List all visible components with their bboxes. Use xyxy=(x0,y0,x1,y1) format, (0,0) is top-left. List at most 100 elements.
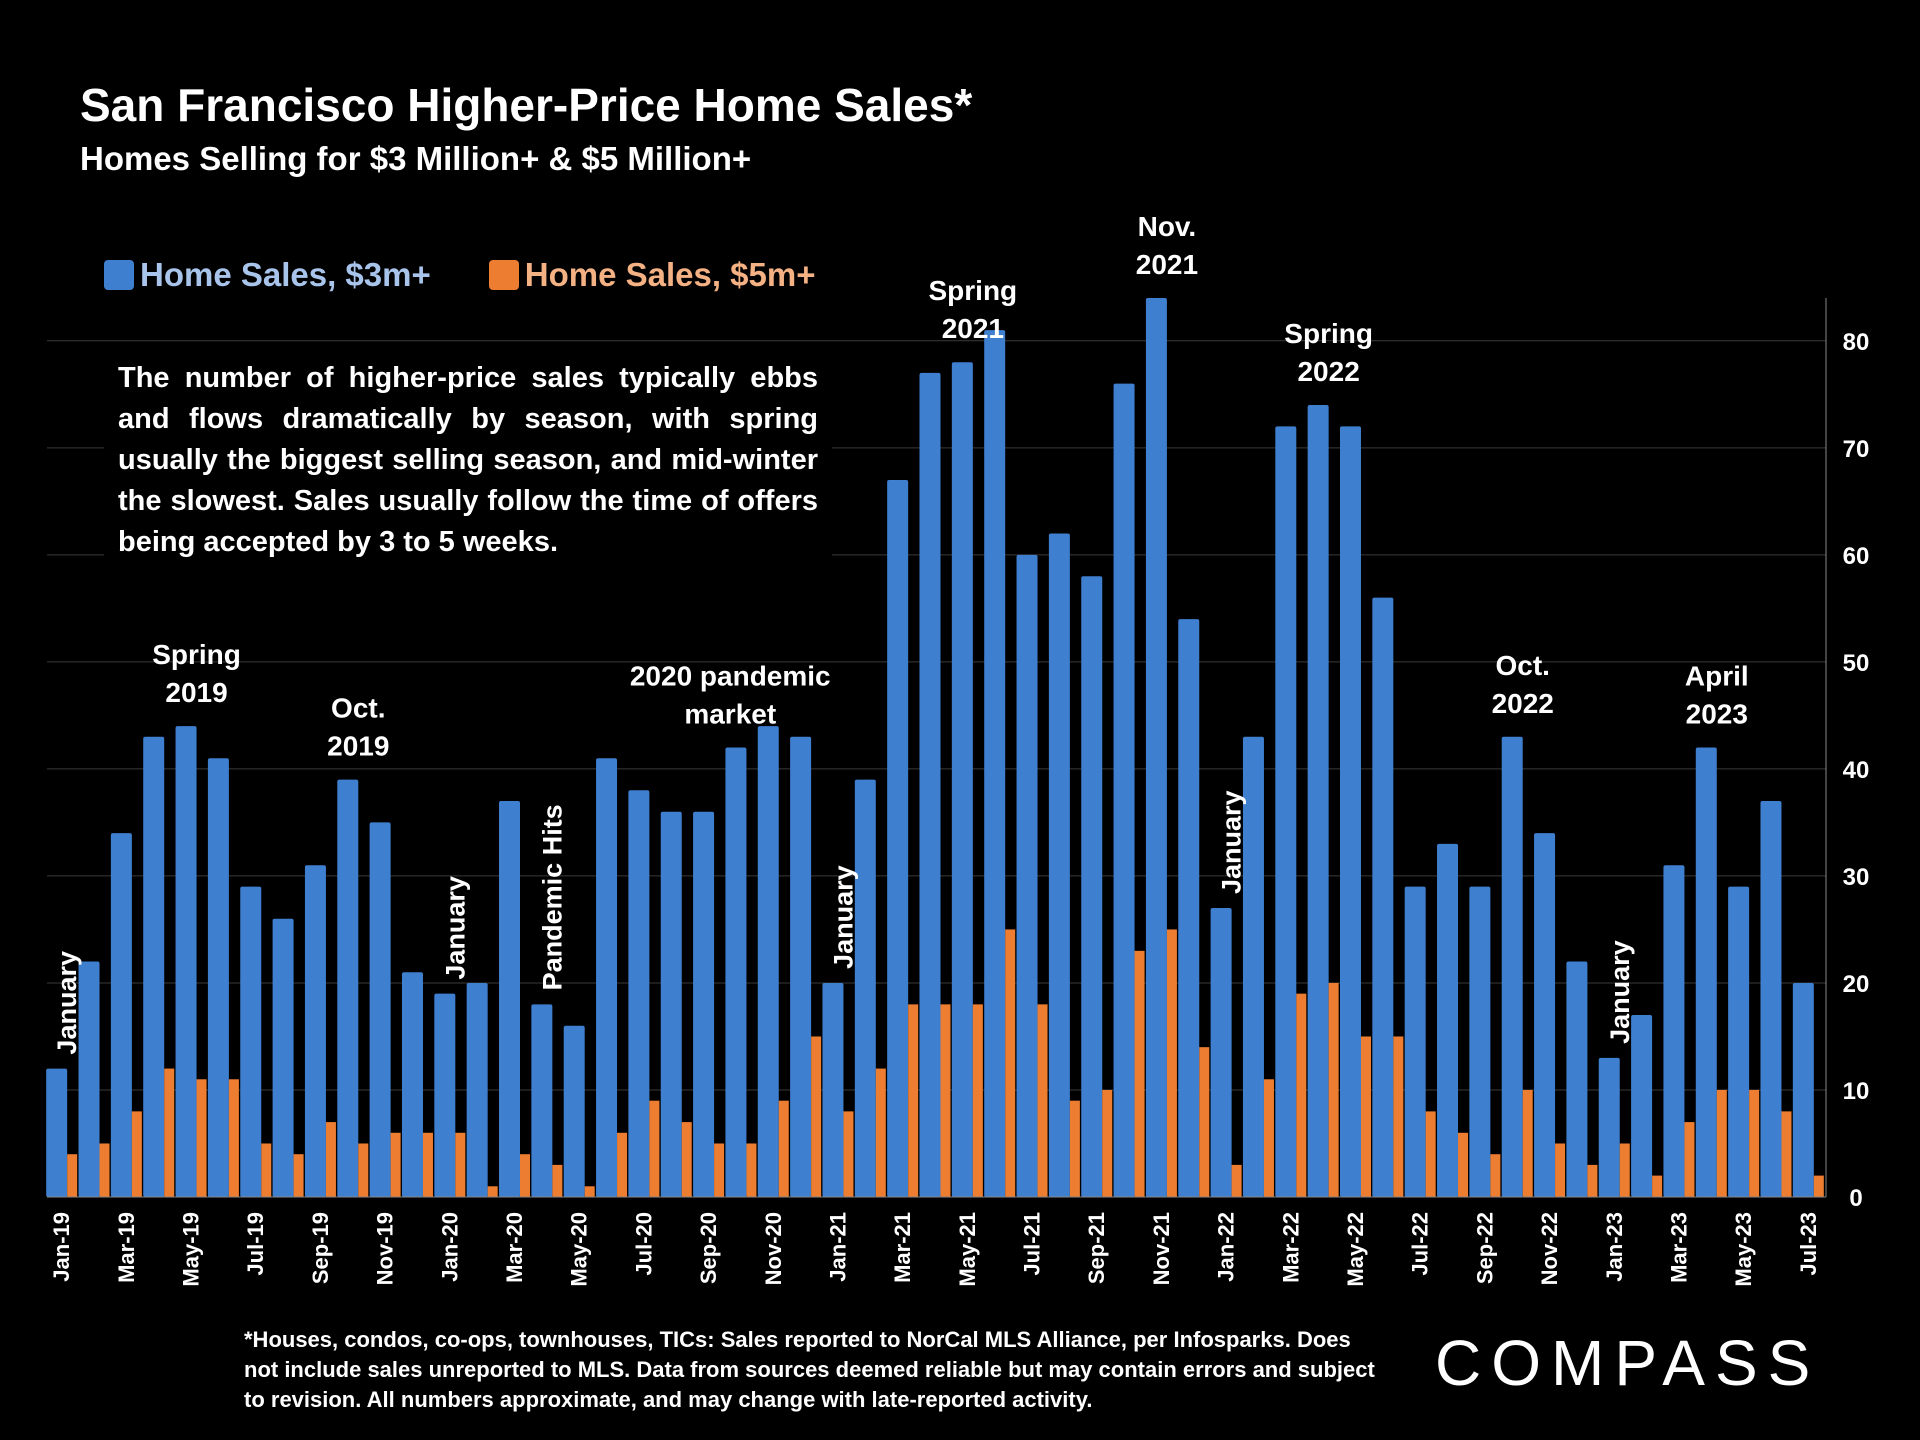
x-tick-label: Jul-19 xyxy=(243,1212,268,1276)
bar-3m xyxy=(1210,908,1232,1197)
bar-5m xyxy=(1263,1079,1274,1197)
bar-5m xyxy=(908,1004,919,1197)
bar-3m xyxy=(854,779,876,1197)
bar-5m xyxy=(1199,1047,1210,1197)
bar-3m xyxy=(1598,1057,1620,1197)
bar-5m xyxy=(1166,929,1177,1197)
legend-label-5m: Home Sales, $5m+ xyxy=(524,256,816,293)
annotation-label: Oct. xyxy=(331,693,385,724)
bar-3m xyxy=(531,1004,553,1197)
x-tick-label: Nov-20 xyxy=(761,1212,786,1285)
x-tick-label: Sep-20 xyxy=(696,1212,721,1284)
bar-3m xyxy=(1016,554,1038,1197)
bar-5m xyxy=(552,1164,563,1197)
bar-3m xyxy=(822,982,844,1197)
bar-3m xyxy=(143,736,165,1197)
x-tick-label: Mar-22 xyxy=(1278,1212,1303,1283)
legend-swatch-3m xyxy=(104,260,134,290)
bar-5m xyxy=(164,1068,175,1197)
x-tick-label: Jan-21 xyxy=(825,1212,850,1282)
explanatory-note: The number of higher-price sales typical… xyxy=(104,352,832,569)
bar-5m xyxy=(390,1132,401,1197)
y-tick-label: 60 xyxy=(1843,543,1870,570)
y-tick-label: 10 xyxy=(1843,1078,1870,1105)
bars xyxy=(46,298,1824,1198)
bar-5m xyxy=(196,1079,207,1197)
legend-label-3m: Home Sales, $3m+ xyxy=(140,256,431,293)
bar-3m xyxy=(725,747,747,1197)
annotation-label: Spring xyxy=(152,639,241,670)
bar-3m xyxy=(1242,736,1264,1197)
bar-5m xyxy=(455,1132,466,1197)
bar-5m xyxy=(1069,1100,1080,1197)
bar-3m xyxy=(78,961,100,1197)
annotation-label: Oct. xyxy=(1495,650,1549,681)
x-axis: Jan-19 Mar-19 May-19 Jul-19 Sep-19 Nov-19 Jan-… xyxy=(47,1196,1826,1287)
annotation-label: January xyxy=(52,951,82,1055)
x-tick-label: Nov-21 xyxy=(1149,1212,1174,1285)
bar-3m xyxy=(434,993,456,1197)
bar-5m xyxy=(1781,1111,1792,1197)
annotation-label: Spring xyxy=(1284,318,1373,349)
bar-3m xyxy=(596,758,618,1197)
legend-swatch-5m xyxy=(488,260,519,290)
bar-3m xyxy=(1534,833,1556,1197)
bar-5m xyxy=(714,1143,725,1197)
bar-3m xyxy=(919,372,941,1198)
bar-5m xyxy=(1587,1164,1598,1197)
bar-3m xyxy=(240,886,262,1197)
bar-3m xyxy=(1728,886,1750,1197)
annotation-label: 2020 pandemic xyxy=(630,661,831,692)
bar-3m xyxy=(1339,426,1361,1197)
bar-3m xyxy=(337,779,359,1197)
x-tick-label: Mar-21 xyxy=(890,1212,915,1283)
chart-subtitle: Homes Selling for $3 Million+ & $5 Milli… xyxy=(80,140,752,177)
bar-5m xyxy=(422,1132,433,1197)
bar-3m xyxy=(1695,747,1717,1197)
x-tick-label: Mar-19 xyxy=(114,1212,139,1283)
bar-5m xyxy=(293,1154,304,1197)
bar-3m xyxy=(984,330,1006,1197)
annotation-label: April xyxy=(1685,661,1749,692)
annotation-label: 2019 xyxy=(327,731,389,762)
bar-5m xyxy=(875,1068,886,1197)
bar-3m xyxy=(887,479,909,1197)
x-tick-label: Mar-23 xyxy=(1666,1212,1691,1283)
bar-5m xyxy=(1749,1089,1760,1197)
bar-5m xyxy=(1522,1089,1533,1197)
bar-3m xyxy=(1469,886,1491,1197)
bar-3m xyxy=(1760,801,1782,1197)
footnote: *Houses, condos, co-ops, townhouses, TIC… xyxy=(244,1327,1375,1412)
bar-5m xyxy=(1134,950,1145,1197)
bar-3m xyxy=(1145,298,1167,1197)
bar-5m xyxy=(1296,993,1307,1197)
bar-3m xyxy=(46,1068,68,1197)
bar-3m xyxy=(110,833,132,1197)
annotation-label: 2021 xyxy=(1136,249,1198,280)
bar-5m xyxy=(681,1122,692,1197)
x-tick-label: Nov-19 xyxy=(373,1212,398,1285)
bar-5m xyxy=(1425,1111,1436,1197)
bar-5m xyxy=(1684,1122,1695,1197)
x-tick-label: Nov-22 xyxy=(1537,1212,1562,1285)
bar-5m xyxy=(228,1079,239,1197)
bar-5m xyxy=(325,1122,336,1197)
bar-3m xyxy=(1113,383,1135,1198)
bar-3m xyxy=(660,811,682,1197)
bar-3m xyxy=(1792,982,1814,1197)
bar-5m xyxy=(520,1154,531,1197)
bar-5m xyxy=(1716,1089,1727,1197)
y-tick-label: 70 xyxy=(1843,436,1870,463)
bar-3m xyxy=(1501,736,1523,1197)
bar-5m xyxy=(843,1111,854,1197)
bar-3m xyxy=(1178,619,1200,1197)
bar-5m xyxy=(358,1143,369,1197)
x-tick-label: May-22 xyxy=(1343,1212,1368,1287)
y-tick-label: 50 xyxy=(1843,650,1870,677)
bar-3m xyxy=(1566,961,1588,1197)
bar-5m xyxy=(1005,929,1016,1197)
bar-5m xyxy=(1393,1036,1404,1197)
annotations: January Spring 2019 Oct. 2019 January Pandemic… xyxy=(52,211,1749,1055)
bar-5m xyxy=(1037,1004,1048,1197)
annotation-label: 2022 xyxy=(1492,688,1554,719)
